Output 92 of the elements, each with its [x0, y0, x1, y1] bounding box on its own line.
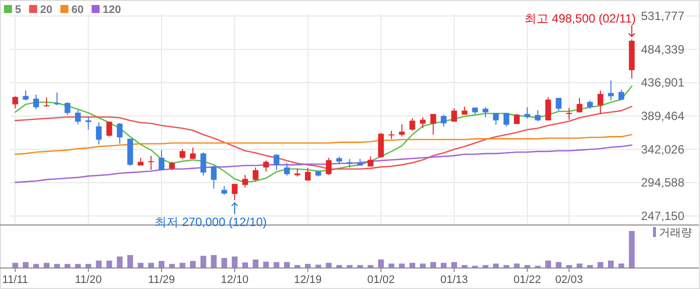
- candlestick: [482, 106, 488, 118]
- bar: [493, 264, 499, 268]
- legend-label: 60: [71, 4, 84, 16]
- candlestick: [263, 160, 269, 172]
- legend-label: 거래량: [659, 227, 692, 239]
- bar: [221, 258, 228, 268]
- candlestick: [504, 112, 510, 127]
- candlestick: [556, 97, 562, 112]
- x-tick-label: 11/29: [148, 274, 175, 286]
- candlestick: [451, 108, 457, 122]
- x-tick-label: 12/10: [220, 274, 248, 286]
- candlestick: [618, 89, 624, 101]
- candlestick: [545, 96, 552, 121]
- bar: [158, 260, 164, 268]
- candlestick: [252, 166, 258, 182]
- candlestick: [514, 114, 520, 124]
- x-tick-label: 01/02: [367, 274, 395, 286]
- y-tick-label: 342,026: [641, 142, 685, 156]
- candlestick: [368, 156, 374, 167]
- candlestick: [326, 157, 332, 176]
- x-tick-label: 12/19: [294, 274, 322, 286]
- candlestick: [420, 116, 426, 129]
- bar: [210, 255, 217, 268]
- candlestick: [12, 96, 18, 109]
- y-tick-label: 294,588: [641, 176, 685, 190]
- candlestick: [242, 174, 248, 188]
- candlestick: [96, 122, 102, 145]
- bar: [127, 255, 134, 268]
- y-tick-label: 389,464: [641, 109, 685, 123]
- candlestick: [304, 167, 311, 182]
- bar: [628, 231, 635, 268]
- candlestick: [106, 121, 112, 137]
- candlestick: [409, 118, 416, 132]
- legend-label: 5: [15, 4, 22, 16]
- candlestick: [210, 165, 217, 190]
- candlestick: [190, 147, 196, 160]
- candlestick: [378, 132, 384, 158]
- bar: [200, 256, 206, 268]
- candlestick: [388, 130, 394, 140]
- candlestick: [54, 92, 60, 106]
- x-tick-label: 02/03: [555, 274, 583, 286]
- bar: [180, 262, 186, 268]
- bar: [545, 260, 552, 268]
- x-tick-label: 11/20: [75, 274, 102, 286]
- candlestick: [274, 154, 280, 170]
- candlestick: [158, 150, 164, 171]
- bar: [598, 262, 604, 268]
- bar: [116, 256, 123, 268]
- y-tick-label: 531,777: [641, 9, 685, 23]
- candlestick: [284, 162, 290, 176]
- annotation: 최저 270,000 (12/10): [154, 214, 267, 229]
- legend-label: 20: [40, 4, 52, 16]
- y-tick-label: 436,901: [641, 76, 685, 90]
- x-tick-label: 11/11: [2, 274, 28, 286]
- candlestick: [430, 114, 436, 136]
- legend-label: 120: [102, 4, 121, 16]
- candlestick: [75, 110, 81, 125]
- bar: [232, 256, 238, 268]
- candlestick: [576, 97, 582, 113]
- candlestick: [22, 90, 29, 101]
- candlestick: [524, 106, 530, 120]
- candlestick: [44, 97, 50, 108]
- candlestick: [598, 90, 604, 115]
- candlestick: [399, 124, 405, 137]
- bar: [44, 262, 50, 268]
- x-tick-label: 01/22: [514, 274, 542, 286]
- candlestick: [534, 110, 541, 122]
- legend: 거래량: [653, 227, 692, 239]
- bar: [378, 259, 384, 268]
- candlestick: [566, 107, 572, 120]
- bar: [96, 260, 102, 268]
- bar: [608, 260, 614, 268]
- x-tick-label: 01/13: [440, 274, 468, 286]
- bar: [148, 262, 154, 268]
- candlestick: [33, 94, 39, 110]
- candlestick: [148, 155, 154, 170]
- y-tick-label: 484,339: [641, 42, 685, 56]
- candlestick: [200, 152, 206, 176]
- y-tick-label: 247,150: [641, 209, 685, 223]
- candlestick: [232, 183, 238, 200]
- bar: [263, 262, 269, 268]
- candlestick: [440, 114, 447, 128]
- bar: [284, 262, 290, 268]
- candlestick: [180, 148, 186, 160]
- candlestick: [116, 122, 123, 144]
- bar: [388, 264, 394, 268]
- bar: [252, 259, 258, 268]
- bar: [576, 264, 582, 268]
- bar: [106, 260, 112, 268]
- bar: [274, 262, 280, 268]
- annotation: 최고 498,500 (02/11): [524, 11, 636, 26]
- candlestick: [64, 102, 70, 116]
